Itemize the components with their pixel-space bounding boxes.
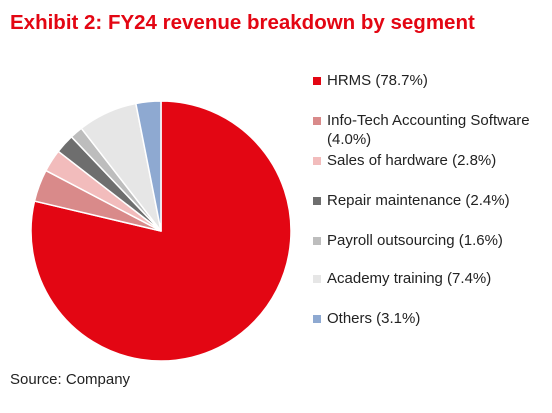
legend-label: Repair maintenance (2.4%)	[327, 192, 510, 209]
legend-label: HRMS (78.7%)	[327, 72, 428, 89]
legend-label: Others (3.1%)	[327, 310, 421, 327]
legend-item: Repair maintenance (2.4%)	[313, 191, 552, 210]
legend-item: Sales of hardware (2.8%)	[313, 151, 552, 170]
legend-swatch	[313, 275, 321, 283]
legend-item: Payroll outsourcing (1.6%)	[313, 231, 552, 250]
legend-label: Sales of hardware (2.8%)	[327, 152, 497, 169]
legend-swatch	[313, 77, 321, 85]
legend-swatch	[313, 117, 321, 125]
legend: HRMS (78.7%) Info-Tech Accounting Softwar…	[313, 0, 552, 413]
legend-item: Info-Tech Accounting Software (4.0%)	[313, 111, 552, 149]
legend-label: Payroll outsourcing (1.6%)	[327, 232, 503, 249]
legend-swatch	[313, 237, 321, 245]
pie-slice-7	[134, 100, 162, 232]
legend-item: Others (3.1%)	[313, 309, 552, 328]
legend-label: Info-Tech Accounting Software (4.0%)	[327, 112, 530, 148]
pie-slice-1	[30, 100, 292, 362]
legend-swatch	[313, 157, 321, 165]
legend-swatch	[313, 315, 321, 323]
legend-swatch	[313, 197, 321, 205]
chart-title: Exhibit 2: FY24 revenue breakdown by seg…	[10, 11, 475, 34]
legend-item: Academy training (7.4%)	[313, 269, 552, 288]
legend-label: Academy training (7.4%)	[327, 270, 492, 287]
source-note: Source: Company	[10, 371, 131, 388]
legend-item: HRMS (78.7%)	[313, 71, 552, 90]
